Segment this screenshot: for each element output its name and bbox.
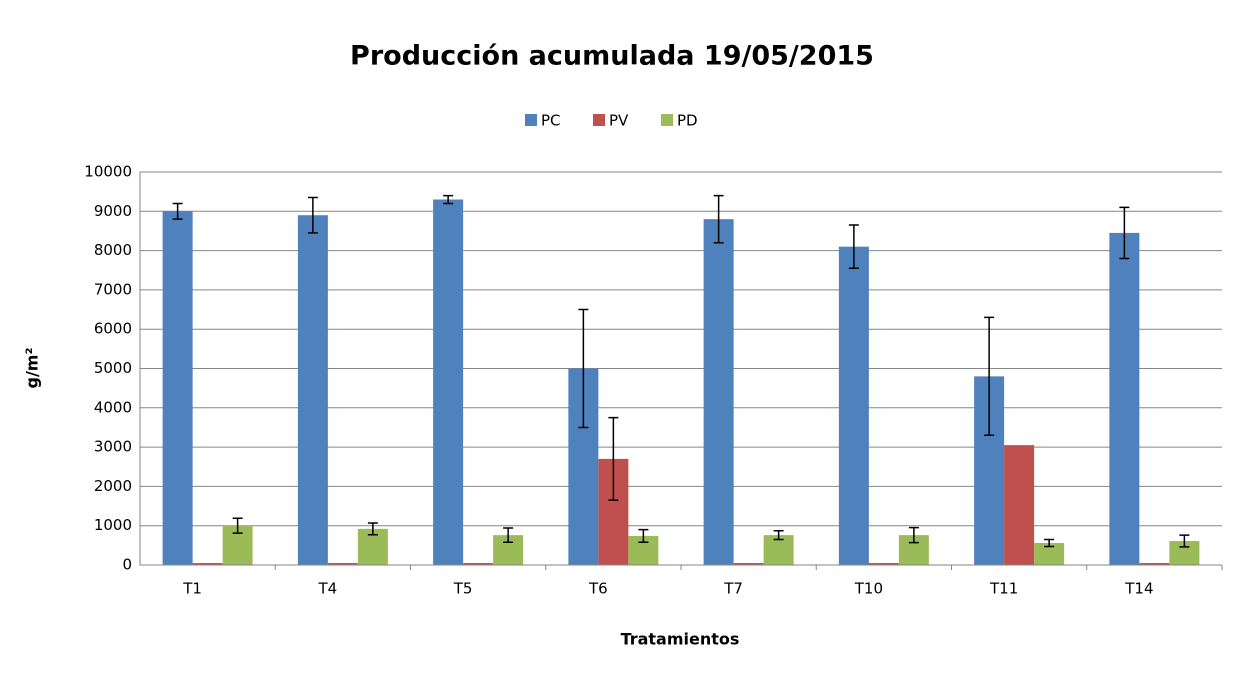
y-tick-label: 3000: [94, 438, 132, 456]
error-bar: [367, 522, 378, 536]
bar: [162, 211, 193, 566]
x-tick-label: T5: [453, 580, 473, 598]
x-tick-label: T11: [989, 580, 1018, 598]
x-axis-label: Tratamientos: [621, 630, 740, 649]
error-bar: [1119, 206, 1130, 260]
chart-title: Producción acumulada 19/05/2015: [350, 41, 874, 72]
bar: [733, 563, 764, 565]
x-tick-label: T7: [723, 580, 743, 598]
legend-label: PD: [677, 112, 698, 130]
y-tick-label: 0: [122, 556, 132, 574]
bar: [327, 563, 358, 565]
legend-swatch: [525, 114, 537, 126]
error-bar: [503, 527, 514, 543]
legend-swatch: [661, 114, 673, 126]
error-bar: [172, 202, 183, 220]
error-bar: [908, 526, 919, 544]
legend-label: PV: [609, 112, 629, 130]
y-axis-label: g/m²: [23, 348, 42, 389]
y-tick-label: 9000: [94, 202, 132, 220]
error-bar: [1179, 534, 1190, 548]
error-bar: [232, 517, 243, 534]
error-bar: [443, 194, 454, 205]
error-bar: [773, 530, 784, 541]
error-bar: [608, 416, 619, 501]
bar: [297, 215, 328, 566]
bar: [1034, 542, 1065, 565]
bar: [703, 219, 734, 565]
error-bar: [307, 196, 318, 234]
bar: [1139, 563, 1170, 565]
error-bar: [578, 308, 589, 429]
error-bar: [1044, 538, 1055, 548]
error-bar: [713, 194, 724, 244]
y-tick-label: 10000: [84, 163, 132, 181]
x-tick-label: T14: [1124, 580, 1153, 598]
bar: [192, 563, 223, 565]
error-bar: [848, 224, 859, 270]
bar: [1004, 445, 1035, 565]
bar: [838, 246, 869, 566]
y-tick-label: 6000: [94, 320, 132, 338]
y-tick-label: 5000: [94, 359, 132, 377]
legend-label: PC: [541, 112, 561, 130]
x-tick-label: T4: [318, 580, 338, 598]
x-tick-label: T6: [588, 580, 608, 598]
bar: [433, 199, 464, 565]
bar: [868, 563, 899, 565]
legend-swatch: [593, 114, 605, 126]
x-tick-label: T10: [854, 580, 883, 598]
y-tick-label: 4000: [94, 398, 132, 416]
error-bar: [984, 316, 995, 437]
bar: [1109, 232, 1140, 566]
y-tick-label: 8000: [94, 241, 132, 259]
y-tick-label: 1000: [94, 516, 132, 534]
bar: [463, 563, 494, 565]
y-tick-label: 2000: [94, 477, 132, 495]
x-tick-label: T1: [182, 580, 202, 598]
bar: [1169, 541, 1200, 565]
y-tick-label: 7000: [94, 280, 132, 298]
error-bar: [638, 528, 649, 543]
